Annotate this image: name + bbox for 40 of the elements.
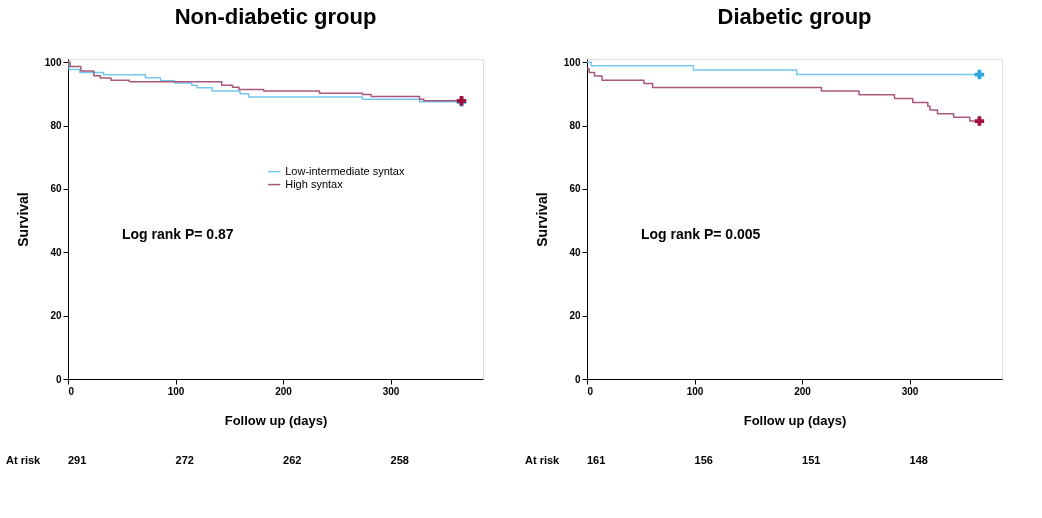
text: 272 bbox=[175, 454, 194, 466]
text: 291 bbox=[68, 454, 87, 466]
text: 262 bbox=[283, 454, 302, 466]
x-tick-label: 300 bbox=[382, 385, 400, 397]
x-tick-label: 0 bbox=[68, 385, 75, 397]
y-tick-label: 0 bbox=[574, 373, 581, 385]
y-tick-label: 40 bbox=[50, 246, 62, 258]
chart-title: Diabetic group bbox=[717, 4, 872, 30]
y-axis-title: Survival bbox=[14, 192, 31, 247]
y-tick-label: 80 bbox=[569, 120, 581, 132]
annotation: Log rank P= 0.005 bbox=[640, 226, 761, 242]
text: At risk bbox=[525, 454, 561, 466]
x-tick-label: 200 bbox=[275, 385, 293, 397]
chart-title: Non-diabetic group bbox=[174, 4, 377, 30]
y-axis-title: Survival bbox=[533, 192, 550, 247]
y-tick-label: 20 bbox=[569, 310, 581, 322]
legend-label: Low-intermediate syntax bbox=[285, 164, 405, 177]
text: 161 bbox=[587, 454, 606, 466]
text: 151 bbox=[802, 454, 821, 466]
legend-label: High syntax bbox=[285, 177, 344, 190]
y-tick-label: 60 bbox=[50, 183, 62, 195]
y-tick-label: 100 bbox=[44, 56, 62, 68]
x-axis-title: Follow up (days) bbox=[224, 412, 328, 428]
y-tick-label: 60 bbox=[569, 183, 581, 195]
x-tick-label: 200 bbox=[794, 385, 812, 397]
x-axis-title: Follow up (days) bbox=[743, 412, 847, 428]
text: 148 bbox=[909, 454, 928, 466]
y-tick-label: 0 bbox=[55, 373, 62, 385]
x-tick-label: 100 bbox=[686, 385, 704, 397]
y-tick-label: 40 bbox=[569, 246, 581, 258]
x-tick-label: 300 bbox=[901, 385, 919, 397]
annotation: Log rank P= 0.87 bbox=[121, 226, 234, 242]
x-tick-label: 0 bbox=[587, 385, 594, 397]
text: 258 bbox=[390, 454, 409, 466]
x-tick-label: 100 bbox=[167, 385, 185, 397]
y-tick-label: 20 bbox=[50, 310, 62, 322]
y-tick-label: 100 bbox=[563, 56, 581, 68]
text: 156 bbox=[694, 454, 713, 466]
text: At risk bbox=[6, 454, 42, 466]
y-tick-label: 80 bbox=[50, 120, 62, 132]
